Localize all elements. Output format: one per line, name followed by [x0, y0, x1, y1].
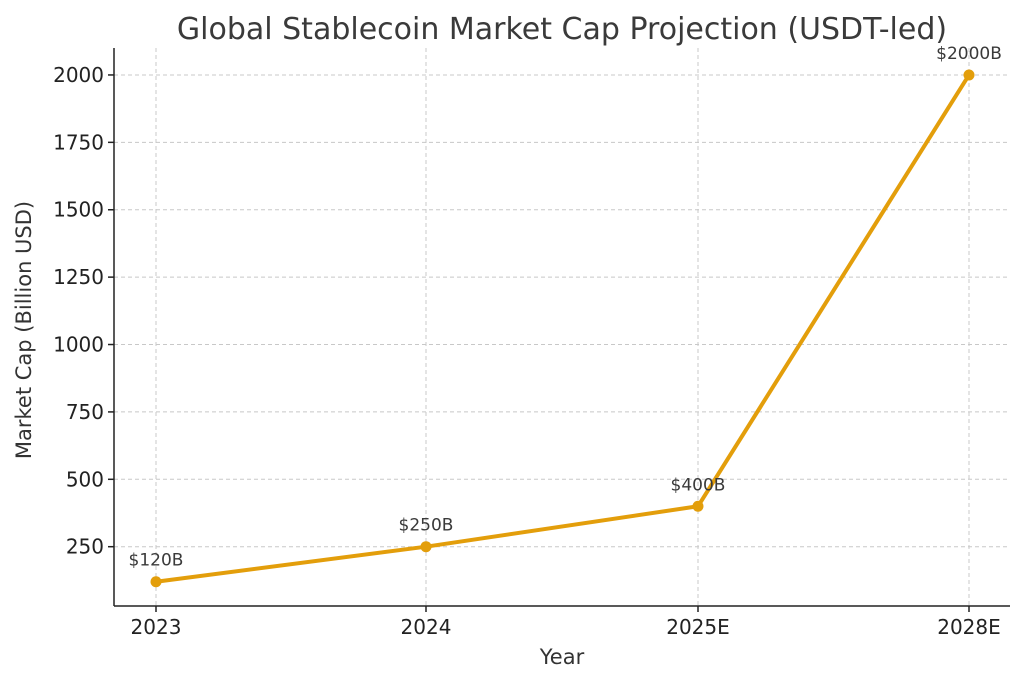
x-tick-label: 2025E — [666, 615, 730, 639]
data-point — [963, 69, 975, 81]
x-axis-title: Year — [539, 645, 585, 669]
data-point-label: $2000B — [936, 44, 1002, 64]
y-tick-label: 1750 — [53, 130, 104, 154]
x-tick-label: 2028E — [937, 615, 1001, 639]
y-tick-label: 1500 — [53, 198, 104, 222]
y-tick-label: 250 — [66, 535, 104, 559]
data-point — [150, 576, 162, 588]
data-point-label: $120B — [129, 551, 184, 571]
x-tick-label: 2023 — [131, 615, 182, 639]
data-point — [420, 541, 432, 553]
chart-title: Global Stablecoin Market Cap Projection … — [177, 12, 947, 47]
data-point-label: $400B — [671, 475, 726, 495]
data-point-label: $250B — [399, 516, 454, 536]
y-tick-label: 750 — [66, 400, 104, 424]
y-tick-label: 1250 — [53, 265, 104, 289]
data-point — [692, 500, 704, 512]
data-labels: $120B $250B $400B $2000B — [129, 44, 1002, 571]
y-tick-label: 1000 — [53, 333, 104, 357]
grid — [114, 48, 1010, 606]
y-tick-label: 2000 — [53, 63, 104, 87]
y-axis-title: Market Cap (Billion USD) — [12, 201, 36, 459]
axes: 250 500 750 1000 1250 1500 1750 2000 2023 2024 202… — [53, 48, 1010, 639]
series — [150, 69, 975, 588]
series-line — [154, 72, 971, 584]
x-tick-label: 2024 — [401, 615, 452, 639]
y-tick-label: 500 — [66, 467, 104, 491]
